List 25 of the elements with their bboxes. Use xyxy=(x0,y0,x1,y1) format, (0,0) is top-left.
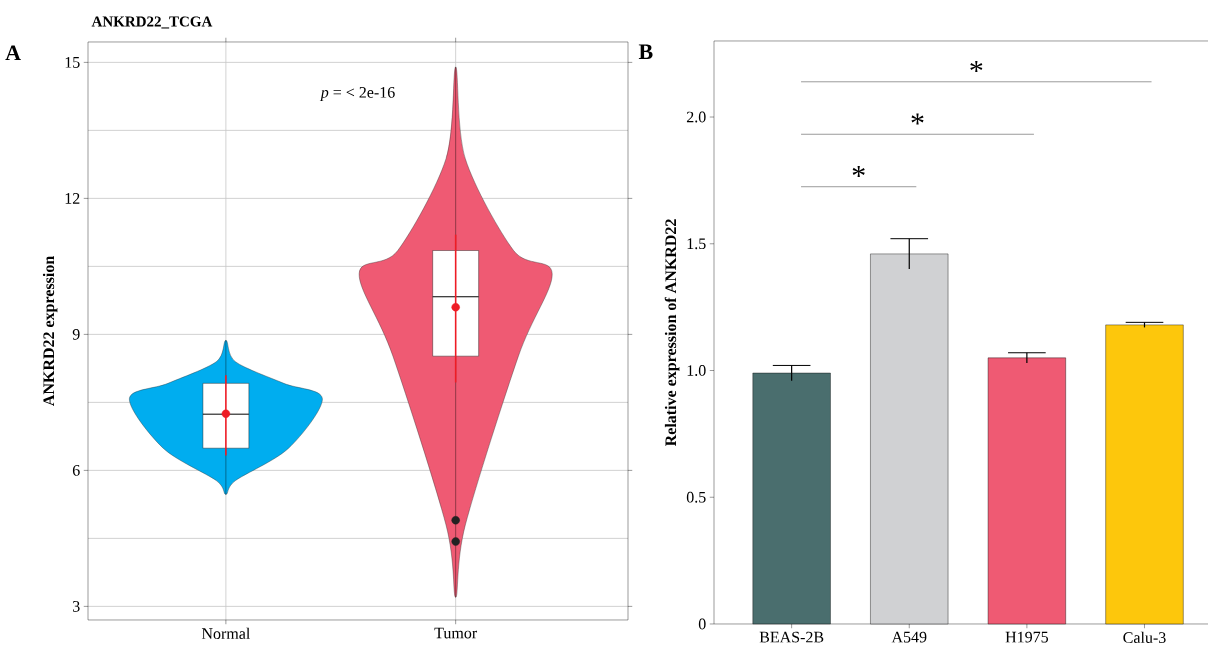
y-axis-title: Relative expression of ANKRD22 xyxy=(664,219,680,447)
y-tick-label: 0 xyxy=(698,618,706,630)
annotation: * xyxy=(970,60,983,72)
y-tick-label: 0.5 xyxy=(686,491,706,503)
text: A xyxy=(5,45,21,61)
y-tick-label: 9 xyxy=(72,329,80,340)
y-axis-title: ANKRD22 expression xyxy=(42,256,58,407)
annotation: p = < 2e-16 xyxy=(319,87,395,101)
y-tick-label: 12 xyxy=(65,193,80,204)
y-tick-label: 15 xyxy=(65,57,80,68)
x-tick-label: Normal xyxy=(201,627,250,640)
annotation: * xyxy=(852,165,865,177)
y-tick-label: 6 xyxy=(72,465,80,476)
y-tick-label: 1.5 xyxy=(687,238,706,250)
x-tick-label: Calu-3 xyxy=(1123,631,1166,644)
y-tick-label: 2.0 xyxy=(686,111,706,123)
text: B xyxy=(638,44,653,59)
annotation: * xyxy=(911,113,924,125)
x-tick-label: H1975 xyxy=(1005,631,1049,643)
y-tick-label: 3 xyxy=(73,601,80,612)
chart-title: ANKRD22_TCGA xyxy=(91,16,213,29)
y-tick-label: 1.0 xyxy=(687,365,706,376)
x-tick-label: A549 xyxy=(891,631,927,643)
x-tick-label: Tumor xyxy=(434,627,478,639)
x-tick-label: BEAS-2B xyxy=(759,631,824,643)
